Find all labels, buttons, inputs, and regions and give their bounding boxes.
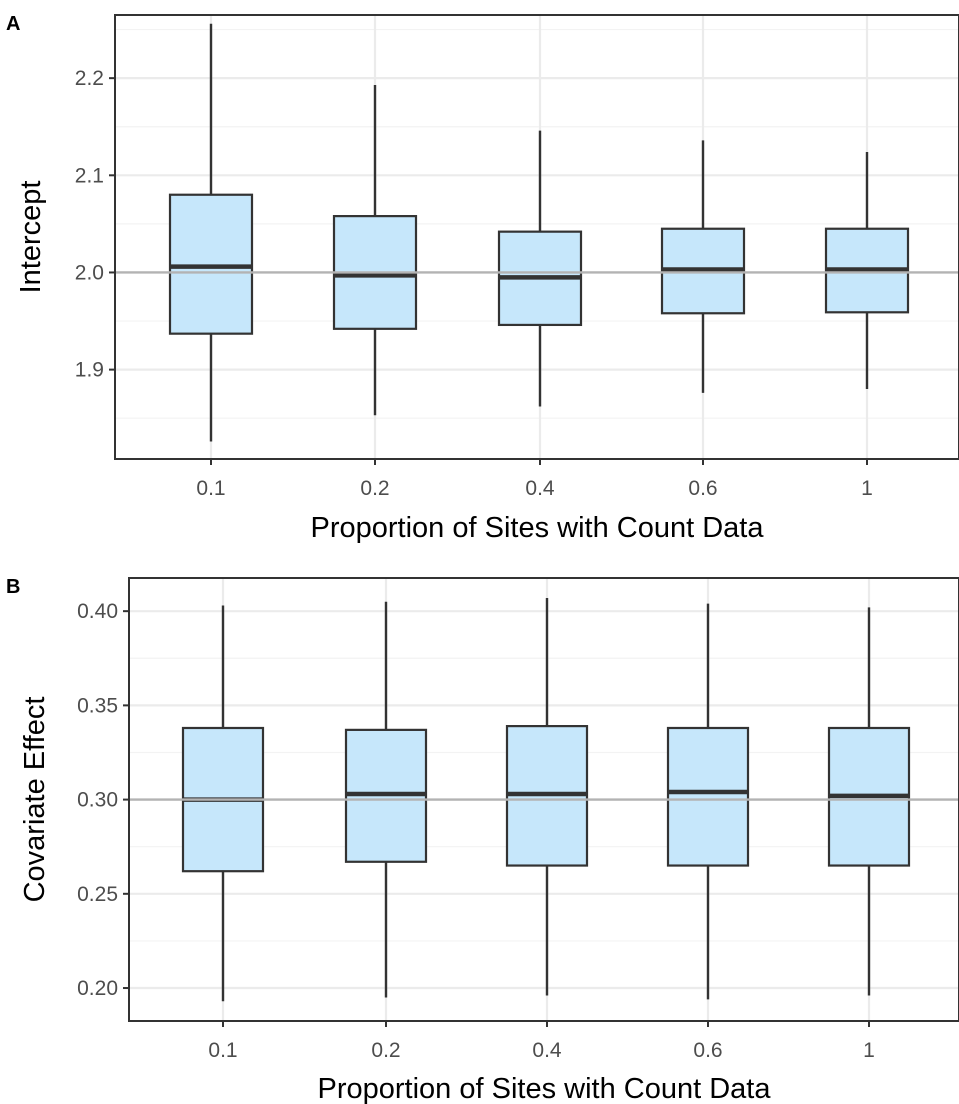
x-tick-label: 0.6 xyxy=(693,1039,722,1062)
y-tick-label: 0.35 xyxy=(77,694,118,717)
panel-tag: B xyxy=(6,576,20,598)
boxplot-0.1 xyxy=(168,23,254,442)
boxplot-0.6 xyxy=(660,140,746,393)
box-iqr xyxy=(666,726,750,867)
y-tick-label: 1.9 xyxy=(75,359,104,382)
y-tick-label: 0.25 xyxy=(77,883,118,906)
boxplot-0.4 xyxy=(497,130,583,407)
panel-border xyxy=(114,14,959,460)
boxplot-0.2 xyxy=(344,601,428,998)
y-tick-label: 2.1 xyxy=(75,164,104,187)
x-axis-title: Proportion of Sites with Count Data xyxy=(311,512,765,544)
y-tick-label: 0.30 xyxy=(77,789,118,812)
boxplot-0.6 xyxy=(666,603,750,1000)
x-axis-title: Proportion of Sites with Count Data xyxy=(318,1073,772,1104)
y-tick-label: 0.40 xyxy=(77,600,118,623)
y-tick-label: 0.20 xyxy=(77,977,118,1000)
y-tick-label: 2.2 xyxy=(75,67,104,90)
y-axis-title: Covariate Effect xyxy=(19,697,51,903)
x-tick-label: 0.6 xyxy=(688,477,717,500)
x-tick-label: 1 xyxy=(863,1039,875,1062)
boxplot-1 xyxy=(827,607,911,996)
x-tick-label: 0.4 xyxy=(525,477,555,500)
y-axis-title: Intercept xyxy=(15,181,47,294)
box-iqr xyxy=(168,193,254,335)
panel-a: 1.9 2.0 2.1 2.2 0.1 0.2 0.4 0.6 1 Proportion of S… xyxy=(6,13,959,544)
x-tick-label: 0.1 xyxy=(208,1039,237,1062)
boxplot-0.4 xyxy=(505,597,589,996)
x-tick-label: 1 xyxy=(861,477,873,500)
x-tick-label: 0.2 xyxy=(360,477,389,500)
x-tick-label: 0.2 xyxy=(371,1039,400,1062)
panel-tag: A xyxy=(6,13,20,35)
x-tick-label: 0.1 xyxy=(196,477,225,500)
boxplot-1 xyxy=(824,151,910,390)
x-tick-label: 0.4 xyxy=(532,1039,562,1062)
panel-b: 0.20 0.25 0.30 0.35 0.40 0.1 0.2 0.4 0.6 1 Proport… xyxy=(6,576,959,1104)
y-tick-label: 2.0 xyxy=(75,261,104,284)
